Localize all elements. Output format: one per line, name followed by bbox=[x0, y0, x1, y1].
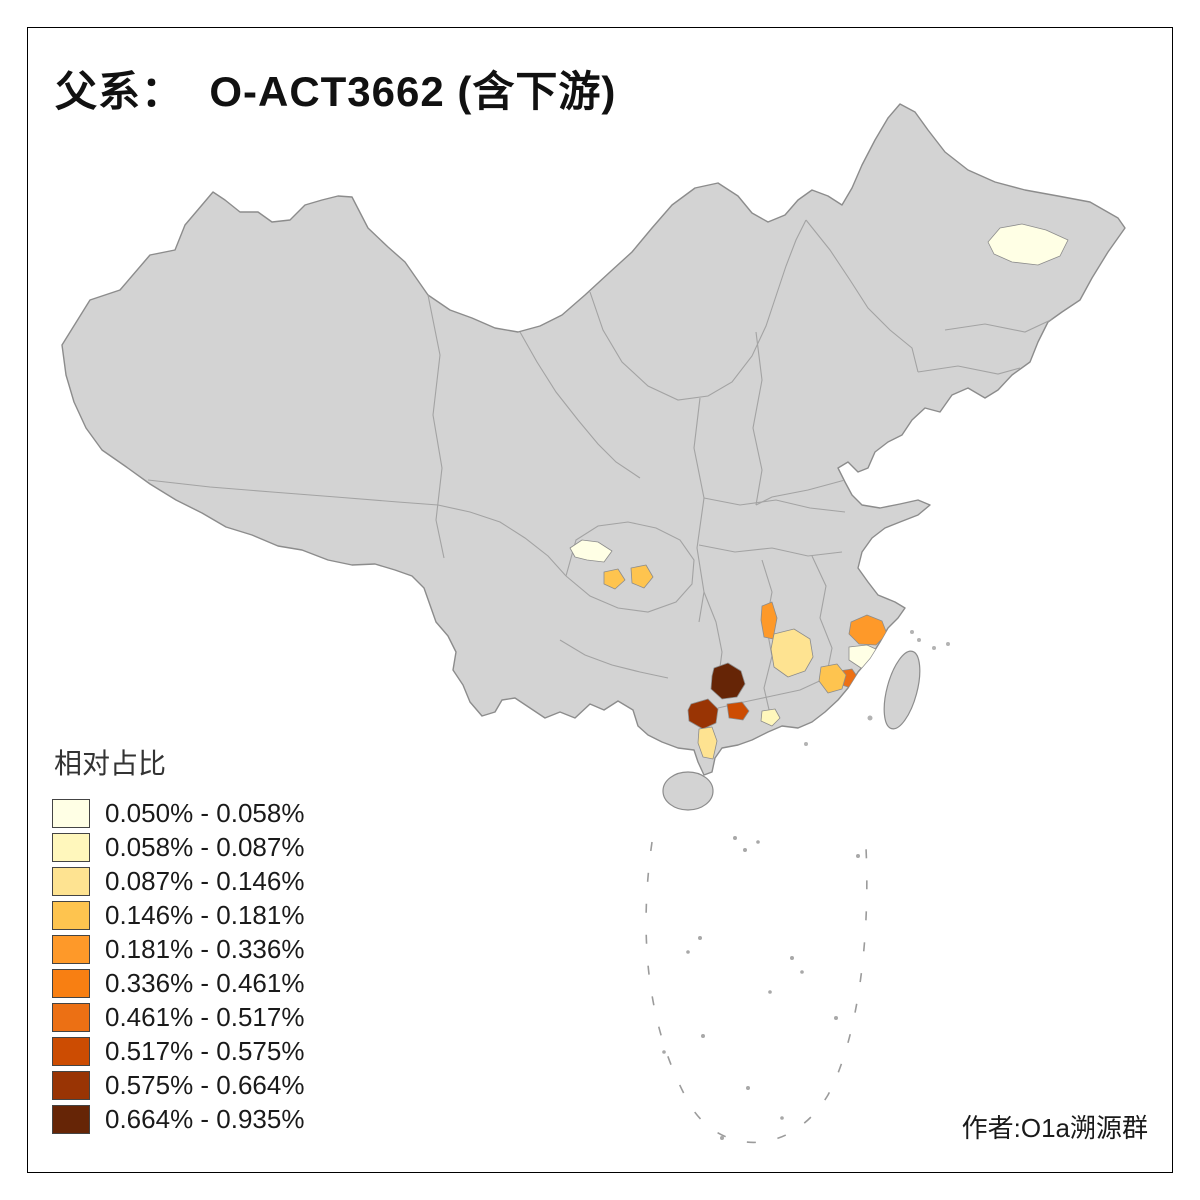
legend-label: 0.146% - 0.181% bbox=[105, 899, 305, 930]
region-patch-west-basin bbox=[569, 539, 613, 563]
legend-label: 0.575% - 0.664% bbox=[105, 1069, 305, 1100]
legend-swatch bbox=[52, 968, 90, 998]
legend-item: 0.146% - 0.181% bbox=[52, 898, 304, 932]
legend-swatch bbox=[52, 798, 90, 828]
legend-swatch bbox=[52, 900, 90, 930]
legend-label: 0.181% - 0.336% bbox=[105, 933, 305, 964]
legend-swatch bbox=[52, 1036, 90, 1066]
taiwan-island bbox=[883, 650, 921, 730]
region-patch-southeast-yellow bbox=[818, 663, 847, 694]
legend-item: 0.517% - 0.575% bbox=[52, 1034, 304, 1068]
region-patch-dark-brown bbox=[687, 698, 719, 730]
region-patch-pale-inland bbox=[770, 628, 814, 678]
page-title: 父系： O-ACT3662 (含下游) bbox=[55, 68, 617, 115]
legend-item: 0.461% - 0.517% bbox=[52, 1000, 304, 1034]
legend-item: 0.181% - 0.336% bbox=[52, 932, 304, 966]
region-patch-northeast bbox=[987, 223, 1069, 266]
legend-swatch bbox=[52, 1070, 90, 1100]
region-patch-pale-small bbox=[760, 708, 781, 727]
legend-item: 0.575% - 0.664% bbox=[52, 1068, 304, 1102]
region-patch-darkest-brown bbox=[710, 662, 746, 700]
legend-swatch bbox=[52, 866, 90, 896]
legend-label: 0.058% - 0.087% bbox=[105, 831, 305, 862]
author-credit: 作者:O1a溯源群 bbox=[961, 1113, 1148, 1143]
coastal-islands bbox=[804, 630, 950, 746]
south-china-sea-islands bbox=[645, 836, 868, 1144]
region-patch-peninsula-strip bbox=[697, 726, 718, 760]
legend: 相对占比 0.050% - 0.058% 0.058% - 0.087% 0.0… bbox=[52, 742, 304, 1136]
legend-swatch bbox=[52, 1104, 90, 1134]
region-patch-basin-small-1 bbox=[603, 568, 626, 590]
legend-item: 0.336% - 0.461% bbox=[52, 966, 304, 1000]
legend-item: 0.664% - 0.935% bbox=[52, 1102, 304, 1136]
legend-title: 相对占比 bbox=[54, 748, 167, 779]
legend-item: 0.087% - 0.146% bbox=[52, 864, 304, 898]
legend-label: 0.087% - 0.146% bbox=[105, 865, 305, 896]
region-patch-burnt-orange bbox=[726, 701, 750, 721]
region-patch-basin-small-2 bbox=[630, 564, 654, 589]
legend-swatch bbox=[52, 832, 90, 862]
legend-label: 0.461% - 0.517% bbox=[105, 1001, 305, 1032]
legend-label: 0.336% - 0.461% bbox=[105, 967, 305, 998]
province-borders bbox=[147, 219, 1056, 715]
legend-label: 0.050% - 0.058% bbox=[105, 797, 305, 828]
legend-swatch bbox=[52, 1002, 90, 1032]
legend-swatch bbox=[52, 934, 90, 964]
legend-label: 0.517% - 0.575% bbox=[105, 1035, 305, 1066]
legend-item: 0.058% - 0.087% bbox=[52, 830, 304, 864]
legend-label: 0.664% - 0.935% bbox=[105, 1103, 305, 1134]
legend-item: 0.050% - 0.058% bbox=[52, 796, 304, 830]
china-mainland bbox=[61, 103, 1126, 776]
hainan-island bbox=[662, 771, 714, 811]
